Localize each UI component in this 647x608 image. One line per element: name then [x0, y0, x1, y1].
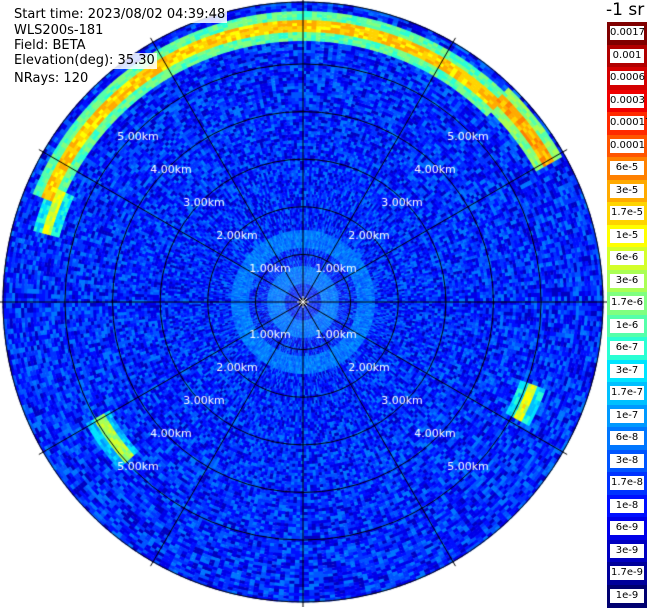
instrument-label: WLS200s-181 [12, 23, 106, 39]
colorbar-tick-label: 0.001 [610, 48, 644, 63]
colorbar-cell: 3e-6 [607, 269, 647, 293]
colorbar-tick-label: 1e-7 [610, 408, 644, 423]
colorbar-units: -1 sr [606, 0, 645, 20]
colorbar-cell: 0.0003 [607, 89, 647, 113]
colorbar-cell: 1.7e-8 [607, 472, 647, 496]
colorbar-tick-label: 1.7e-8 [610, 476, 644, 491]
colorbar-tick-label: 0.0006 [610, 71, 645, 86]
elevation-label: Elevation(deg): 35.30 [12, 53, 157, 69]
colorbar-cell: 6e-8 [607, 427, 647, 451]
colorbar-tick-label: 0.0017 [610, 26, 645, 41]
start-time-label: Start time: 2023/08/02 04:39:48 [12, 7, 228, 23]
colorbar-tick-label: 3e-8 [610, 453, 644, 468]
ppi-plot [0, 0, 607, 607]
colorbar-tick-label: 3e-7 [610, 363, 644, 378]
colorbar-tick-label: 6e-6 [610, 251, 644, 266]
field-label: Field: BETA [12, 38, 88, 54]
colorbar: 0.0017 0.001 0.0006 0.0003 0.00017 0.0001 6e-5… [607, 22, 647, 608]
colorbar-cell: 0.0017 [607, 22, 647, 46]
colorbar-cell: 1e-9 [607, 584, 647, 608]
colorbar-cell: 1e-8 [607, 494, 647, 518]
colorbar-tick-label: 6e-5 [610, 161, 644, 176]
colorbar-cell: 1e-5 [607, 224, 647, 248]
colorbar-tick-label: 1e-5 [610, 228, 644, 243]
colorbar-cell: 1.7e-7 [607, 382, 647, 406]
colorbar-tick-label: 6e-7 [610, 341, 644, 356]
colorbar-cell: 3e-5 [607, 179, 647, 203]
colorbar-tick-label: 3e-9 [610, 543, 644, 558]
colorbar-tick-label: 3e-5 [610, 183, 644, 198]
colorbar-cell: 0.00017 [607, 112, 647, 136]
colorbar-tick-label: 1e-9 [610, 588, 644, 603]
colorbar-tick-label: 1e-6 [610, 318, 644, 333]
colorbar-tick-label: 1.7e-7 [610, 386, 644, 401]
colorbar-cell: 6e-9 [607, 517, 647, 541]
colorbar-cell: 6e-7 [607, 337, 647, 361]
colorbar-cell: 3e-9 [607, 539, 647, 563]
colorbar-tick-label: 1.7e-5 [610, 206, 644, 221]
colorbar-tick-label: 6e-8 [610, 431, 644, 446]
colorbar-cell: 1.7e-5 [607, 202, 647, 226]
colorbar-cell: 6e-5 [607, 157, 647, 181]
nrays-label: NRays: 120 [12, 71, 91, 87]
colorbar-cell: 1.7e-9 [607, 562, 647, 586]
colorbar-tick-label: 0.00017 [610, 116, 647, 131]
colorbar-cell: 0.0001 [607, 134, 647, 158]
colorbar-tick-label: 0.0001 [610, 138, 645, 153]
colorbar-tick-label: 1.7e-9 [610, 566, 644, 581]
colorbar-tick-label: 3e-6 [610, 273, 644, 288]
colorbar-tick-label: 6e-9 [610, 521, 644, 536]
colorbar-tick-label: 0.0003 [610, 93, 645, 108]
colorbar-tick-label: 1e-8 [610, 498, 644, 513]
colorbar-cell: 0.001 [607, 44, 647, 68]
colorbar-cell: 3e-7 [607, 359, 647, 383]
colorbar-cell: 1e-6 [607, 314, 647, 338]
colorbar-tick-label: 1.7e-6 [610, 296, 644, 311]
colorbar-cell: 3e-8 [607, 449, 647, 473]
colorbar-cell: 6e-6 [607, 247, 647, 271]
colorbar-cell: 1e-7 [607, 404, 647, 428]
colorbar-cell: 0.0006 [607, 67, 647, 91]
colorbar-cell: 1.7e-6 [607, 292, 647, 316]
